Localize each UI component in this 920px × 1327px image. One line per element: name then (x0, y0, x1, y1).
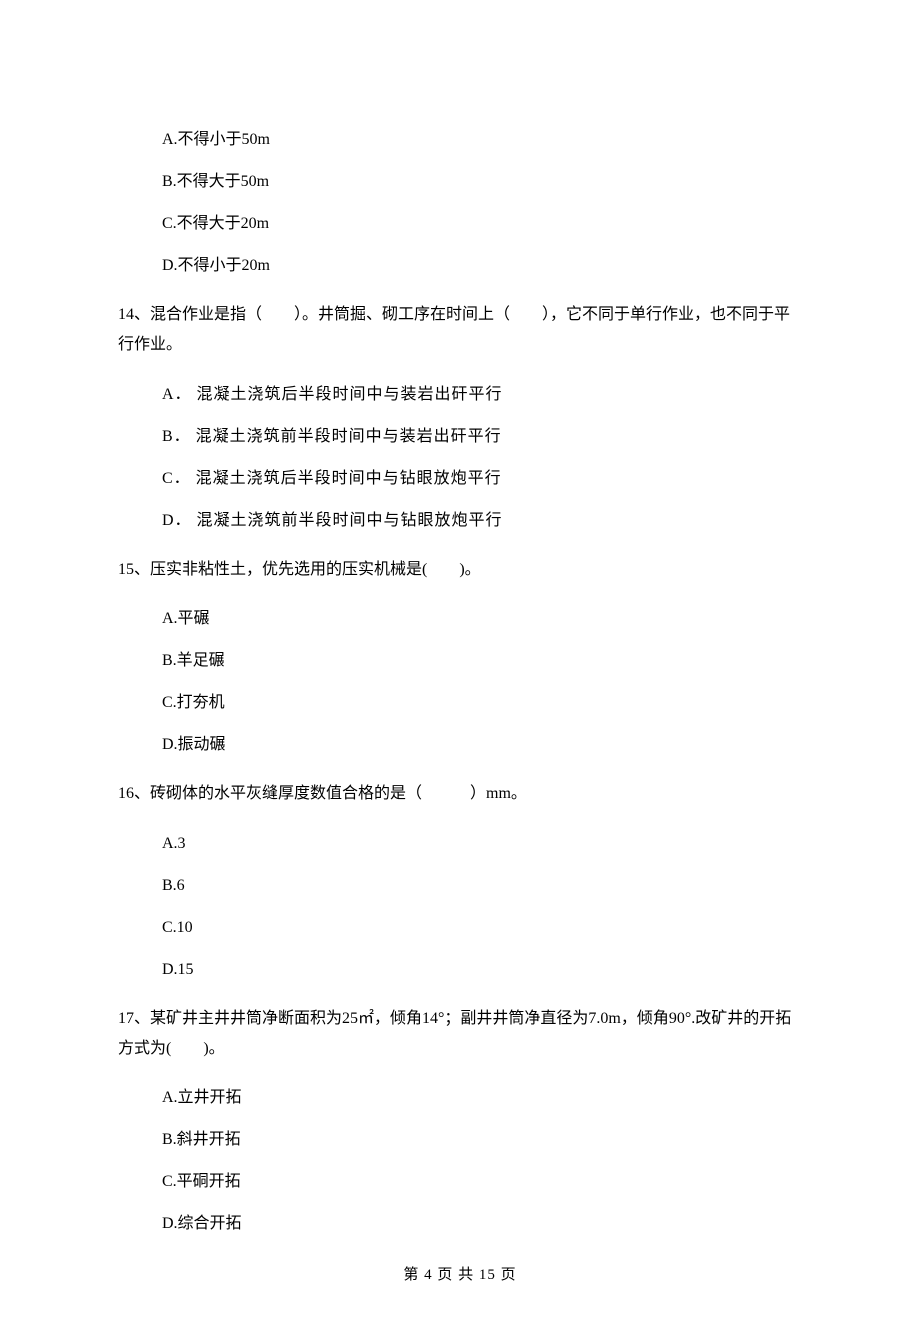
q17-stem: 17、某矿井主井井筒净断面积为25㎡，倾角14°；副井井筒净直径为7.0m，倾角… (118, 1004, 802, 1065)
q15-option-d: D.振动碾 (162, 733, 802, 757)
q15-option-c: C.打夯机 (162, 691, 802, 715)
q13-option-d: D.不得小于20m (162, 254, 802, 278)
q15-option-b: B.羊足碾 (162, 649, 802, 673)
q14-option-b: B． 混凝土浇筑前半段时间中与装岩出矸平行 (162, 425, 802, 449)
q15-option-a: A.平碾 (162, 607, 802, 631)
page-container: A.不得小于50m B.不得大于50m C.不得大于20m D.不得小于20m … (0, 0, 920, 1327)
q14-option-d: D． 混凝土浇筑前半段时间中与钻眼放炮平行 (162, 509, 802, 533)
q16-option-d: D.15 (162, 958, 802, 982)
q15-stem: 15、压实非粘性土，优先选用的压实机械是( )。 (118, 555, 802, 585)
q16-stem: 16、砖砌体的水平灰缝厚度数值合格的是（ ）mm。 (118, 779, 802, 809)
q17-option-a: A.立井开拓 (162, 1086, 802, 1110)
q17-option-b: B.斜井开拓 (162, 1128, 802, 1152)
q13-option-c: C.不得大于20m (162, 212, 802, 236)
q17-option-d: D.综合开拓 (162, 1212, 802, 1236)
q13-option-a: A.不得小于50m (162, 128, 802, 152)
q16-option-a: A.3 (162, 832, 802, 856)
q17-option-c: C.平硐开拓 (162, 1170, 802, 1194)
q14-stem: 14、混合作业是指（ ）。井筒掘、砌工序在时间上（ ），它不同于单行作业，也不同… (118, 300, 802, 361)
q16-option-c: C.10 (162, 916, 802, 940)
q16-option-b: B.6 (162, 874, 802, 898)
q14-option-c: C． 混凝土浇筑后半段时间中与钻眼放炮平行 (162, 467, 802, 491)
q13-option-b: B.不得大于50m (162, 170, 802, 194)
q14-option-a: A． 混凝土浇筑后半段时间中与装岩出矸平行 (162, 383, 802, 407)
page-footer: 第 4 页 共 15 页 (118, 1264, 802, 1287)
